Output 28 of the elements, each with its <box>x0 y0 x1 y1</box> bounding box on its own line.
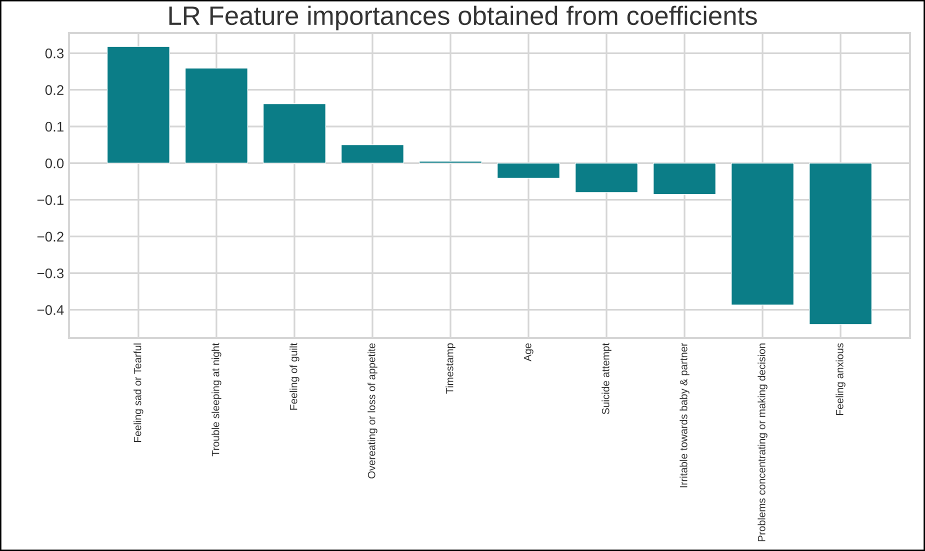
y-tick-label: −0.1 <box>37 195 64 205</box>
bar <box>184 68 248 164</box>
bar <box>730 162 794 306</box>
bar <box>262 103 326 164</box>
y-tick-label: 0.1 <box>45 122 64 132</box>
bar <box>106 46 170 164</box>
x-tick-label: Trouble sleeping at night <box>212 342 222 456</box>
x-tick-label: Feeling of guilt <box>290 342 300 410</box>
y-tick-label: −0.3 <box>37 268 64 278</box>
x-tick-label: Irritable towards baby & partner <box>680 343 690 488</box>
chart-title: LR Feature importances obtained from coefficients <box>169 6 757 30</box>
x-tick-label: Feeling anxious <box>836 343 846 415</box>
x-tick-label: Feeling sad or Tearful <box>134 344 144 442</box>
bar <box>496 162 560 179</box>
x-tick-label: Overeating or loss of appetite <box>368 343 378 478</box>
y-tick-label: −0.2 <box>37 232 64 242</box>
x-tick-label: Timestamp <box>446 343 456 394</box>
bar <box>652 162 716 195</box>
x-tick-label: Age <box>524 343 534 362</box>
bar <box>340 144 404 164</box>
bar <box>574 162 638 193</box>
y-tick-label: 0.2 <box>45 85 64 95</box>
x-tick-label: Suicide attempt <box>602 342 612 414</box>
y-tick-label: 0.3 <box>45 48 64 58</box>
y-tick-label: 0.0 <box>45 158 64 168</box>
y-tick-label: −0.4 <box>37 305 64 315</box>
x-tick-label: Problems concentrating or making decision <box>758 344 768 542</box>
bar <box>809 162 872 325</box>
